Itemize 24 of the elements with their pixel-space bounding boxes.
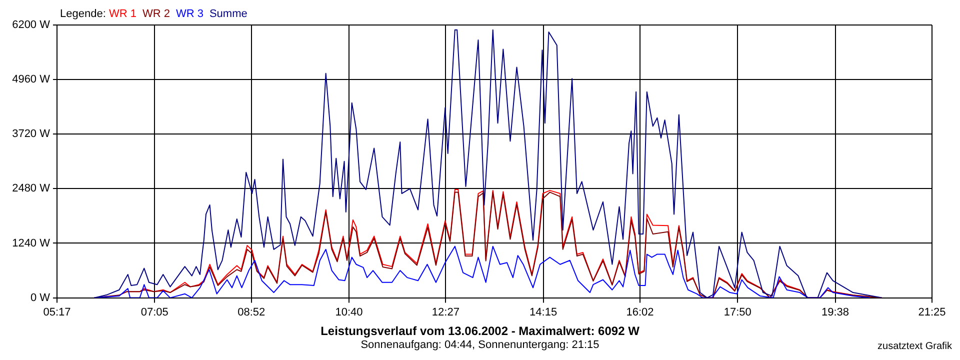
x-tick-label: 07:05 [140,306,168,318]
text: zusatztext Grafik [878,341,952,352]
text: WR 1 [108,8,136,20]
y-tick-label: 1240 W [12,237,51,250]
x-tick-label: 16:02 [626,306,654,318]
x-tick-label: 08:52 [238,306,266,318]
y-tick-label: 3720 W [12,128,51,140]
x-tick-label: 14:15 [530,306,558,318]
legend-title: Legende: [60,8,106,20]
text: WR 2 [142,8,170,20]
y-tick-label: 2480 W [12,182,51,195]
x-tick-label: 10:40 [335,306,363,318]
y-tick-label: 4960 W [12,74,51,86]
y-tick-label: 0 W [30,292,51,304]
x-tick-label: 05:17 [43,306,71,318]
y-tick-label: 6200 W [12,19,51,32]
x-tick-label: 19:38 [822,306,850,318]
text: Leistungsverlauf vom 13.06.2002 - Maximalwert: 6092 W [320,324,640,338]
x-tick-label: 21:25 [918,306,946,318]
x-tick-label: 12:27 [432,306,460,318]
text: Sonnenaufgang: 04:44, Sonnenuntergang: 21:15 [360,339,600,351]
text: WR 3 [176,8,204,20]
x-tick-label: 17:50 [724,306,752,318]
text: Summe [209,8,248,20]
